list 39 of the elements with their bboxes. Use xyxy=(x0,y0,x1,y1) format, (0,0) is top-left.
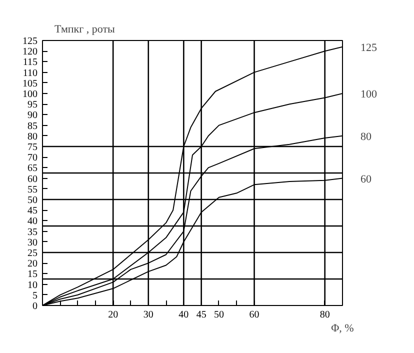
y-tick-label: 115 xyxy=(22,57,38,68)
y-tick-label: 65 xyxy=(28,163,38,174)
y-tick-label: 105 xyxy=(22,78,38,90)
y-tick-label: 110 xyxy=(22,68,38,79)
y-tick-label: 60 xyxy=(28,174,38,185)
y-tick-label: 20 xyxy=(28,258,38,270)
x-tick-label: 20 xyxy=(108,310,118,320)
y-tick-label: 125 xyxy=(22,36,38,47)
y-tick-label: 80 xyxy=(28,131,38,142)
series-label: 80 xyxy=(360,130,372,143)
y-tick-label: 50 xyxy=(28,195,38,206)
x-tick-label: 45 xyxy=(196,310,206,320)
y-tick-label: 0 xyxy=(32,301,38,312)
y-tick-label: 45 xyxy=(28,206,38,217)
x-tick-label: 30 xyxy=(143,310,154,320)
y-tick-label: 35 xyxy=(28,226,38,238)
y-tick-label: 75 xyxy=(28,142,38,153)
y-tick-label: 10 xyxy=(28,280,38,291)
x-tick-label: 50 xyxy=(214,310,224,320)
y-tick-label: 15 xyxy=(28,269,38,280)
y-tick-label: 90 xyxy=(28,110,38,122)
y-axis-title: Тмпкг , роты xyxy=(54,24,116,36)
y-tick-label: 95 xyxy=(28,100,38,111)
y-tick-label: 100 xyxy=(22,89,38,100)
y-tick-label: 55 xyxy=(28,184,38,196)
y-tick-label: 40 xyxy=(28,216,38,228)
x-axis-title: Φ, % xyxy=(331,322,354,334)
series-label: 60 xyxy=(360,173,372,186)
x-tick-label: 60 xyxy=(249,310,260,320)
y-tick-label: 85 xyxy=(28,120,38,132)
y-tick-label: 5 xyxy=(32,290,38,302)
series-label: 125 xyxy=(360,42,378,54)
x-tick-label: 80 xyxy=(320,310,330,320)
series-label: 100 xyxy=(360,88,378,100)
x-tick-label: 40 xyxy=(178,310,189,320)
y-tick-label: 70 xyxy=(28,152,38,164)
y-tick-label: 25 xyxy=(28,248,38,259)
y-tick-label: 30 xyxy=(28,237,38,248)
y-tick-label: 120 xyxy=(22,46,38,58)
